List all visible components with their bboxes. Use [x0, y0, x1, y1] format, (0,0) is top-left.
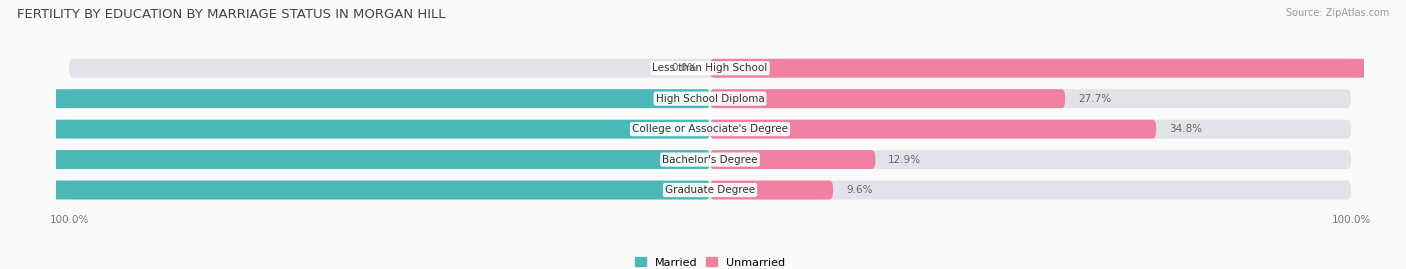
FancyBboxPatch shape	[69, 120, 1351, 139]
FancyBboxPatch shape	[0, 180, 710, 200]
Text: FERTILITY BY EDUCATION BY MARRIAGE STATUS IN MORGAN HILL: FERTILITY BY EDUCATION BY MARRIAGE STATU…	[17, 8, 446, 21]
Text: Bachelor's Degree: Bachelor's Degree	[662, 155, 758, 165]
Text: 34.8%: 34.8%	[1168, 124, 1202, 134]
FancyBboxPatch shape	[710, 59, 1406, 78]
FancyBboxPatch shape	[0, 120, 710, 139]
FancyBboxPatch shape	[69, 150, 1351, 169]
FancyBboxPatch shape	[69, 89, 1351, 108]
Text: 9.6%: 9.6%	[846, 185, 872, 195]
FancyBboxPatch shape	[0, 89, 710, 108]
FancyBboxPatch shape	[710, 180, 834, 200]
FancyBboxPatch shape	[69, 59, 1351, 78]
FancyBboxPatch shape	[710, 89, 1066, 108]
Text: Source: ZipAtlas.com: Source: ZipAtlas.com	[1285, 8, 1389, 18]
Text: 0.0%: 0.0%	[671, 63, 697, 73]
FancyBboxPatch shape	[0, 150, 710, 169]
Legend: Married, Unmarried: Married, Unmarried	[630, 253, 790, 269]
Text: High School Diploma: High School Diploma	[655, 94, 765, 104]
Text: Less than High School: Less than High School	[652, 63, 768, 73]
Text: 12.9%: 12.9%	[889, 155, 921, 165]
FancyBboxPatch shape	[710, 120, 1156, 139]
FancyBboxPatch shape	[710, 150, 876, 169]
Text: College or Associate's Degree: College or Associate's Degree	[633, 124, 787, 134]
Text: Graduate Degree: Graduate Degree	[665, 185, 755, 195]
FancyBboxPatch shape	[69, 180, 1351, 200]
Text: 27.7%: 27.7%	[1078, 94, 1111, 104]
